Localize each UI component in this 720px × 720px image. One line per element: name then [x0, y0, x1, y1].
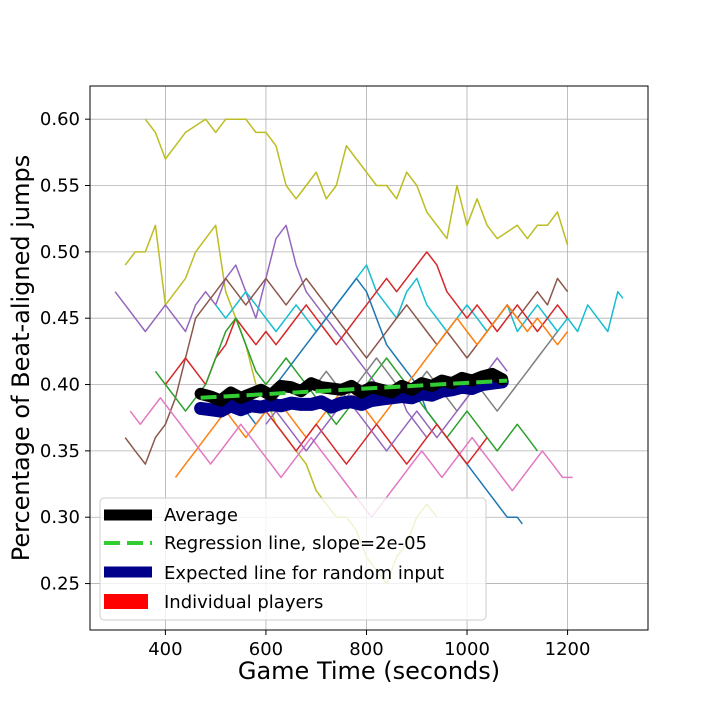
summary-lines [194, 367, 509, 418]
y-tick-label: 0.30 [40, 507, 80, 528]
player-line [164, 251, 569, 386]
player-line [154, 317, 538, 452]
x-tick-label: 400 [148, 639, 182, 660]
x-tick-label: 800 [349, 639, 383, 660]
player-line [215, 264, 624, 333]
player-line [129, 397, 573, 518]
y-axis-title: Percentage of Beat-aligned jumps [7, 155, 35, 562]
y-tick-label: 0.55 [40, 176, 80, 197]
y-tick-label: 0.60 [40, 109, 80, 130]
legend: Average Regression line, slope=2e-05 Exp… [99, 497, 487, 621]
legend-handle-individual [104, 594, 148, 609]
legend-label-regression: Regression line, slope=2e-05 [164, 533, 427, 554]
legend-box [99, 497, 487, 621]
y-tick-label: 0.50 [40, 242, 80, 263]
y-tick-label: 0.35 [40, 441, 80, 462]
axis-ticks: 400 600 800 1000 1200 0.25 0.30 0.35 0.40 0.45 0.5… [40, 109, 591, 660]
player-line [174, 304, 569, 478]
y-tick-label: 0.40 [40, 375, 80, 396]
y-tick-label: 0.25 [40, 574, 80, 595]
y-tick-label: 0.45 [40, 308, 80, 329]
expected-line [194, 375, 509, 418]
x-tick-label: 1200 [545, 639, 591, 660]
x-axis-title: Game Time (seconds) [238, 657, 500, 685]
regression-line [200, 378, 508, 400]
player-line [144, 118, 569, 246]
plot-frame [89, 85, 649, 631]
player-line [265, 357, 508, 452]
legend-label-individual: Individual players [164, 592, 323, 613]
player-line [265, 410, 488, 465]
legend-label-average: Average [164, 505, 238, 526]
player-line [245, 277, 523, 525]
legend-label-expected: Expected line for random input [164, 563, 444, 584]
x-tick-label: 1000 [444, 639, 490, 660]
x-tick-label: 600 [249, 639, 283, 660]
